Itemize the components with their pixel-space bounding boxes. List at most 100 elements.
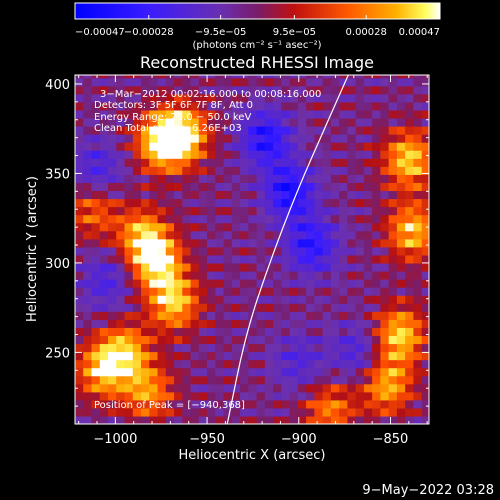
heatmap-cell	[421, 246, 429, 256]
heatmap-cell	[347, 214, 357, 224]
heatmap-cell	[83, 222, 93, 232]
heatmap-cell	[273, 343, 282, 353]
heatmap-cell	[223, 343, 233, 353]
heatmap-cell	[273, 375, 282, 385]
y-tick-label: 350	[45, 167, 70, 182]
heatmap-cell	[116, 174, 126, 183]
heatmap-cell	[388, 238, 398, 248]
heatmap-cell	[363, 303, 373, 312]
heatmap-cell	[132, 407, 142, 417]
heatmap-cell	[231, 335, 241, 345]
heatmap-cell	[132, 270, 142, 280]
heatmap-cell	[372, 109, 381, 119]
heatmap-cell	[108, 190, 117, 200]
heatmap-cell	[380, 158, 390, 167]
heatmap-cell	[256, 270, 266, 280]
heatmap-cell	[413, 407, 423, 417]
heatmap-cell	[363, 270, 373, 280]
heatmap-cell	[405, 126, 415, 135]
heatmap-cell	[330, 407, 340, 417]
heatmap-cell	[165, 101, 175, 111]
heatmap-cell	[157, 295, 167, 304]
heatmap-cell	[240, 126, 249, 135]
heatmap-cell	[413, 230, 423, 240]
heatmap-cell	[396, 254, 406, 264]
heatmap-cell	[174, 367, 183, 377]
heatmap-cell	[322, 134, 332, 143]
heatmap-cell	[116, 222, 126, 232]
heatmap-cell	[405, 206, 415, 216]
heatmap-cell	[174, 238, 183, 248]
heatmap-cell	[421, 351, 429, 361]
heatmap-cell	[339, 150, 348, 159]
heatmap-cell	[108, 214, 117, 224]
heatmap-cell	[215, 182, 225, 192]
heatmap-cell	[314, 75, 324, 79]
heatmap-cell	[314, 134, 324, 143]
heatmap-cell	[83, 367, 93, 377]
heatmap-cell	[207, 367, 216, 377]
heatmap-cell	[405, 279, 415, 288]
heatmap-cell	[207, 246, 216, 256]
heatmap-cell	[83, 246, 93, 256]
heatmap-cell	[347, 246, 357, 256]
heatmap-cell	[297, 375, 307, 385]
heatmap-cell	[157, 287, 167, 296]
heatmap-cell	[347, 126, 357, 135]
heatmap-cell	[339, 238, 348, 248]
heatmap-cell	[281, 246, 291, 256]
heatmap-cell	[380, 351, 390, 361]
heatmap-cell	[339, 117, 348, 127]
heatmap-cell	[174, 311, 183, 320]
heatmap-cell	[289, 399, 299, 409]
heatmap-cell	[355, 319, 365, 328]
heatmap-cell	[207, 117, 216, 127]
heatmap-cell	[413, 327, 423, 336]
heatmap-cell	[355, 174, 365, 183]
heatmap-cell	[207, 101, 216, 111]
heatmap-cell	[314, 158, 324, 167]
heatmap-cell	[330, 319, 340, 328]
heatmap-cell	[330, 383, 340, 393]
heatmap-cell	[132, 190, 142, 200]
heatmap-cell	[174, 246, 183, 256]
heatmap-cell	[380, 75, 390, 79]
heatmap-cell	[132, 287, 142, 296]
heatmap-cell	[347, 383, 357, 393]
heatmap-cell	[256, 311, 266, 320]
heatmap-cell	[289, 214, 299, 224]
y-axis-label: Heliocentric Y (arcsec)	[25, 176, 40, 322]
heatmap-cell	[116, 311, 126, 320]
heatmap-cell	[108, 142, 117, 151]
heatmap-cell	[75, 158, 84, 167]
heatmap-cell	[405, 182, 415, 192]
heatmap-cell	[380, 246, 390, 256]
heatmap-cell	[297, 303, 307, 312]
heatmap-cell	[363, 166, 373, 175]
heatmap-cell	[256, 335, 266, 345]
heatmap-cell	[396, 383, 406, 393]
heatmap-cell	[264, 75, 274, 79]
heatmap-cell	[339, 399, 348, 409]
heatmap-cell	[256, 75, 266, 79]
heatmap-cell	[149, 101, 159, 111]
heatmap-cell	[190, 182, 200, 192]
heatmap-cell	[157, 230, 167, 240]
heatmap-cell	[256, 407, 266, 417]
heatmap-cell	[174, 117, 183, 127]
heatmap-cell	[289, 262, 299, 272]
heatmap-cell	[75, 222, 84, 232]
heatmap-cell	[190, 85, 200, 95]
heatmap-cell	[198, 166, 208, 175]
heatmap-cell	[264, 93, 274, 103]
heatmap-cell	[355, 182, 365, 192]
heatmap-cell	[248, 150, 258, 159]
heatmap-cell	[157, 166, 167, 175]
heatmap-cell	[198, 295, 208, 304]
heatmap-cell	[165, 77, 175, 87]
heatmap-cell	[149, 367, 159, 377]
heatmap-cell	[297, 383, 307, 393]
heatmap-cell	[83, 117, 93, 127]
heatmap-cell	[108, 117, 117, 127]
